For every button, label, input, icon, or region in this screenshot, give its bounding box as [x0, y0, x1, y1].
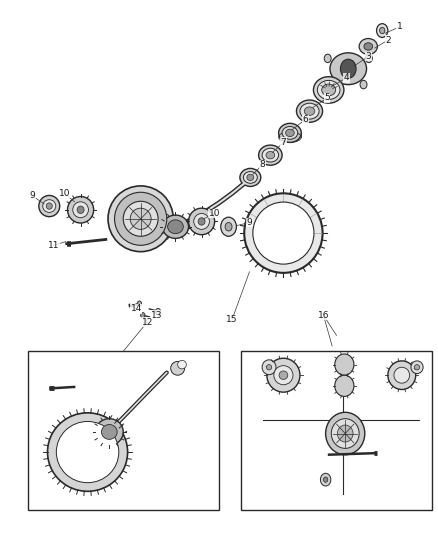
Ellipse shape [130, 208, 151, 229]
Ellipse shape [266, 365, 272, 370]
Ellipse shape [46, 203, 52, 209]
Text: 16: 16 [318, 311, 329, 320]
Text: 14: 14 [131, 304, 142, 313]
Text: 7: 7 [280, 138, 286, 147]
Ellipse shape [304, 107, 315, 115]
Circle shape [324, 54, 331, 63]
Ellipse shape [247, 174, 254, 181]
Ellipse shape [39, 196, 60, 216]
Ellipse shape [279, 371, 288, 379]
Circle shape [137, 301, 141, 306]
Ellipse shape [178, 360, 186, 369]
Ellipse shape [282, 126, 298, 139]
Ellipse shape [300, 103, 319, 119]
Ellipse shape [262, 360, 276, 375]
Circle shape [380, 27, 385, 34]
Ellipse shape [330, 53, 367, 85]
Text: 9: 9 [247, 218, 252, 227]
Circle shape [340, 59, 356, 78]
Ellipse shape [318, 80, 340, 100]
Text: 1: 1 [397, 22, 403, 31]
Ellipse shape [297, 100, 322, 122]
Ellipse shape [331, 419, 359, 448]
Ellipse shape [335, 354, 354, 375]
Ellipse shape [266, 151, 275, 159]
Ellipse shape [194, 214, 209, 229]
Bar [241, 351, 432, 511]
Ellipse shape [168, 220, 184, 233]
Ellipse shape [171, 361, 185, 375]
Ellipse shape [262, 148, 279, 162]
Text: 13: 13 [152, 311, 163, 320]
Text: 11: 11 [48, 241, 60, 250]
Ellipse shape [43, 200, 56, 213]
Text: 9: 9 [30, 191, 35, 200]
Text: 3: 3 [365, 52, 371, 61]
Ellipse shape [198, 217, 205, 225]
Ellipse shape [123, 201, 158, 236]
Ellipse shape [77, 206, 84, 214]
Text: 5: 5 [324, 93, 330, 102]
Text: 15: 15 [226, 315, 238, 324]
Text: 4: 4 [344, 73, 350, 82]
Ellipse shape [253, 202, 314, 264]
Ellipse shape [314, 77, 344, 103]
Ellipse shape [286, 129, 294, 136]
Ellipse shape [414, 365, 420, 370]
Circle shape [225, 222, 232, 231]
Ellipse shape [364, 43, 373, 50]
Ellipse shape [108, 186, 173, 252]
Ellipse shape [240, 168, 261, 187]
Circle shape [360, 80, 367, 89]
Ellipse shape [47, 413, 127, 491]
Ellipse shape [115, 192, 167, 245]
Ellipse shape [162, 215, 188, 238]
Circle shape [141, 313, 145, 318]
Circle shape [329, 80, 336, 89]
Bar [28, 351, 219, 511]
Ellipse shape [267, 358, 300, 392]
Ellipse shape [274, 366, 293, 385]
Ellipse shape [279, 123, 301, 142]
Text: 2: 2 [385, 36, 391, 45]
Ellipse shape [325, 413, 365, 455]
Ellipse shape [388, 361, 416, 390]
Ellipse shape [67, 197, 94, 223]
Ellipse shape [359, 38, 378, 54]
Ellipse shape [337, 425, 353, 442]
Ellipse shape [322, 84, 336, 96]
Text: 6: 6 [302, 115, 308, 124]
Ellipse shape [258, 145, 282, 165]
Ellipse shape [411, 361, 423, 374]
Text: 12: 12 [141, 318, 153, 327]
Text: 10: 10 [209, 209, 220, 218]
Text: 10: 10 [59, 189, 70, 198]
Circle shape [323, 477, 328, 482]
Ellipse shape [102, 424, 117, 439]
Ellipse shape [73, 202, 88, 217]
Ellipse shape [394, 367, 410, 383]
Circle shape [221, 217, 237, 236]
Circle shape [377, 23, 388, 37]
Ellipse shape [188, 208, 215, 235]
Circle shape [365, 54, 372, 63]
Circle shape [321, 473, 331, 486]
Text: 8: 8 [260, 160, 265, 169]
Ellipse shape [335, 375, 354, 397]
Ellipse shape [57, 422, 119, 483]
Ellipse shape [244, 172, 257, 183]
Ellipse shape [244, 193, 322, 273]
Circle shape [155, 309, 161, 315]
Ellipse shape [95, 419, 123, 445]
